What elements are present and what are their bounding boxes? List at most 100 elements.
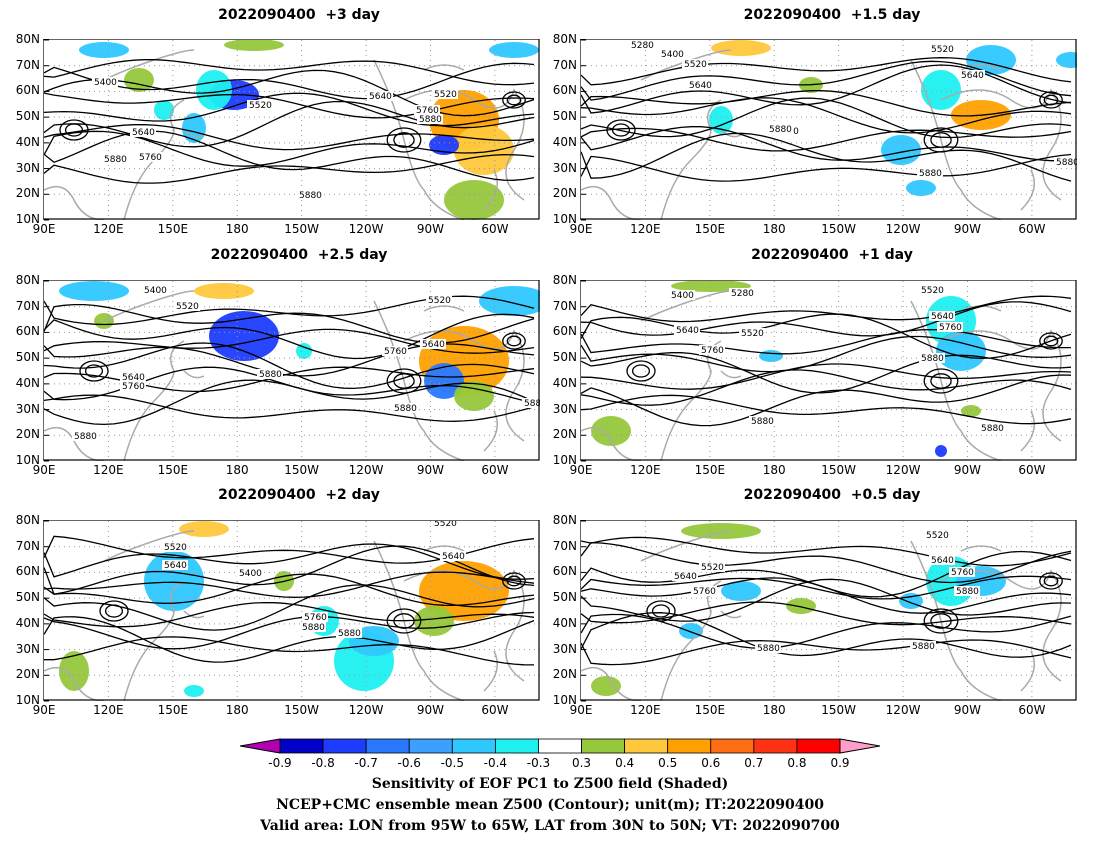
- colorbar-box: [322, 738, 367, 754]
- lat-tick-label: 50N: [552, 590, 577, 605]
- contour-label: 5520: [931, 45, 954, 55]
- colorbar-tick-label: -0.8: [311, 756, 335, 770]
- coastline: [720, 610, 742, 619]
- coastline: [1020, 169, 1036, 211]
- colorbar-box: [710, 738, 755, 754]
- z500-contour: [581, 328, 1071, 355]
- contour-label: 5520: [926, 531, 949, 541]
- lat-tick-label: 40N: [15, 134, 40, 149]
- lat-tick-label: 40N: [552, 615, 577, 630]
- z500-contour: [581, 536, 1072, 567]
- z500-contour: [581, 301, 1072, 337]
- contour-label-bg: [367, 91, 393, 101]
- coastline: [483, 410, 499, 452]
- z500-contour: [44, 124, 535, 151]
- shading-region: [1056, 52, 1077, 68]
- lon-tick-label: 180: [225, 463, 249, 477]
- contour-label-bg: [687, 80, 713, 90]
- shading-region: [224, 40, 284, 51]
- z500-contour: [581, 613, 1072, 649]
- colorbar-box: [451, 738, 496, 754]
- closed-contour: [1039, 572, 1063, 590]
- lat-tick-label: 30N: [15, 401, 40, 416]
- colorbar-box: [581, 738, 626, 754]
- z500-contour: [44, 636, 535, 666]
- contour-label-bg: [937, 322, 963, 332]
- lat-tick-label: 60N: [552, 564, 577, 579]
- contour-label: 5880: [104, 155, 127, 165]
- z500-contour: [581, 126, 1072, 162]
- contour-label: 5400: [94, 78, 117, 88]
- shading-region: [786, 598, 816, 614]
- contour-label-bg: [672, 571, 698, 581]
- lat-tick-label: 10N: [15, 212, 40, 226]
- colorbar: [240, 738, 880, 754]
- lon-tick-label: 60W: [481, 222, 509, 236]
- coastline: [123, 580, 185, 701]
- contour-label: 5880: [338, 629, 361, 639]
- shading-region: [414, 606, 454, 636]
- contour-label-bg: [919, 285, 945, 295]
- colorbar-box: [538, 738, 582, 754]
- coastline: [660, 99, 722, 220]
- contour-label-bg: [954, 586, 980, 596]
- contour-label-bg: [300, 622, 326, 632]
- map-frame: [580, 520, 1077, 701]
- colorbar-tick-label: 0.4: [615, 756, 635, 770]
- lon-tick-label: 120W: [885, 222, 921, 236]
- colorbar-box: [667, 738, 712, 754]
- shading-region: [591, 676, 621, 696]
- z500-contour: [581, 132, 1072, 182]
- shading-region: [79, 42, 129, 58]
- coastline: [183, 610, 205, 619]
- contour-label-bg: [417, 114, 443, 124]
- contour-label-bg: [432, 89, 458, 99]
- lon-tick-label: 150E: [694, 703, 726, 717]
- lat-tick-label: 80N: [552, 513, 577, 527]
- closed-contour: [393, 373, 415, 389]
- lon-tick-label: 60W: [481, 703, 509, 717]
- contour-label: 5400: [671, 291, 694, 301]
- contour-label-bg: [1054, 157, 1077, 167]
- closed-contour: [923, 608, 959, 634]
- contour-label-bg: [659, 49, 685, 59]
- contour-label-bg: [432, 521, 458, 528]
- lon-tick-label: 150W: [821, 463, 857, 477]
- contour-label-bg: [237, 568, 263, 578]
- colorbar-box: [279, 738, 324, 754]
- lon-tick-label: 120E: [93, 222, 124, 236]
- lon-tick-label: 90E: [32, 222, 56, 236]
- coastline: [483, 169, 499, 211]
- contour-label: 5520: [684, 60, 707, 70]
- closed-contour: [626, 360, 656, 382]
- shading-region: [454, 125, 514, 175]
- contour-label-bg: [257, 369, 283, 379]
- shading-region: [681, 523, 761, 539]
- panel-title-6: 2022090400 +0.5 day: [743, 487, 921, 503]
- closed-contour: [506, 575, 522, 587]
- contour-label: 5520: [701, 563, 724, 573]
- z500-contour: [44, 616, 535, 663]
- z500-contour: [44, 601, 535, 628]
- contour-label: 5520: [164, 543, 187, 553]
- coastline: [44, 666, 105, 701]
- closed-contour: [651, 604, 671, 618]
- contour-label: 5880: [751, 417, 774, 427]
- contour-label-bg: [949, 567, 975, 577]
- contour-label-bg: [162, 542, 188, 552]
- shading-region: [479, 286, 540, 316]
- contour-label-bg: [247, 100, 273, 110]
- coastline: [581, 666, 642, 701]
- coastline: [960, 64, 1002, 71]
- shading-region: [489, 42, 539, 58]
- contour-label-bg: [629, 40, 655, 50]
- closed-contour: [1043, 575, 1059, 587]
- z500-contour: [44, 100, 535, 148]
- coastline: [581, 426, 642, 461]
- contour-label: 5640: [931, 312, 954, 322]
- contour-label: 5640: [422, 340, 445, 350]
- z500-contour: [44, 130, 535, 181]
- lat-tick-label: 40N: [552, 134, 577, 149]
- map-frame: [43, 280, 540, 461]
